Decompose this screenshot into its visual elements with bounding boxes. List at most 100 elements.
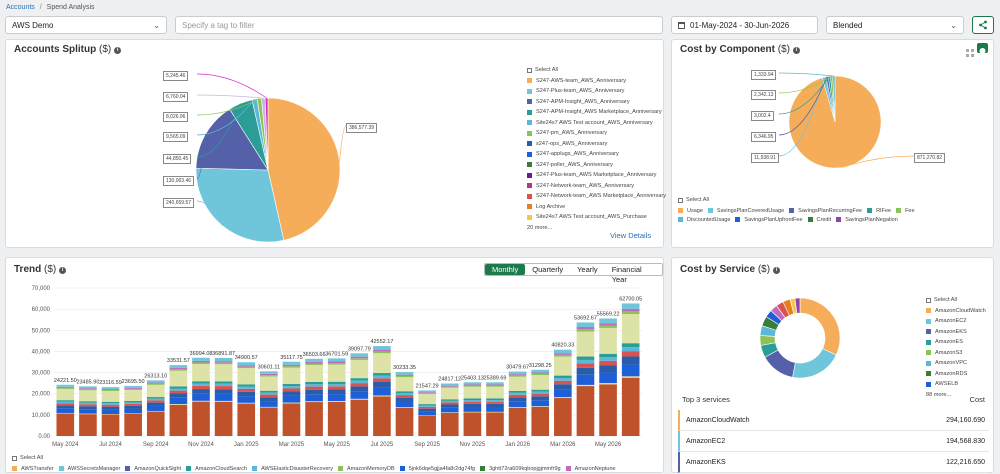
component-legend-item[interactable]: Credit (807, 215, 831, 224)
component-legend-item[interactable]: DiscountedUsage (678, 215, 730, 224)
bar[interactable] (260, 371, 278, 436)
donut-slice[interactable] (794, 297, 801, 314)
service-legend-item[interactable]: AmazonCloudWatch (926, 306, 986, 317)
bar[interactable] (237, 362, 256, 436)
bar[interactable] (56, 384, 75, 436)
account-legend-item[interactable]: S247-poller_AWS_Anniversary (527, 160, 666, 171)
top-service-row[interactable]: AmazonEKS 122,216.650 (678, 452, 989, 473)
legend-swatch (527, 183, 532, 189)
component-legend-item[interactable]: SavingsPlanNegation (836, 215, 898, 224)
component-legend-item[interactable]: SavingsPlanUpfrontFee (735, 215, 803, 224)
bar[interactable] (305, 358, 323, 436)
service-legend-item[interactable]: AmazonS3 (926, 348, 986, 359)
service-legend-item[interactable]: AmazonEC2 (926, 316, 986, 327)
view-details-link[interactable]: View Details (610, 231, 652, 240)
trend-legend-item[interactable]: AWSTransfer (12, 464, 54, 473)
component-legend-item[interactable]: SavingsPlanCoveredUsage (707, 206, 784, 215)
component-legend-item[interactable]: Fee (896, 206, 915, 215)
account-legend-item[interactable]: Site24x7 AWS Test account_AWS_Anniversar… (527, 118, 666, 129)
bar[interactable] (554, 349, 572, 436)
legend-more-link[interactable]: 20 more... (527, 224, 553, 231)
cost-type-select[interactable]: Blended ⌄ (826, 16, 964, 34)
chart-view-icon[interactable] (977, 43, 988, 54)
info-icon[interactable]: i (773, 267, 781, 274)
account-legend-item[interactable]: S247-APM-Insight_AWS_Anniversary (527, 97, 666, 108)
share-button[interactable] (972, 16, 994, 34)
bar[interactable] (599, 318, 617, 436)
service-legend-item[interactable]: AmazonVPC (926, 358, 986, 369)
component-legend-item[interactable]: Usage (678, 206, 703, 215)
date-range-picker[interactable]: 01-May-2024 - 30-Jun-2026 (671, 16, 818, 34)
service-legend-item[interactable]: AWSELB (926, 379, 986, 390)
legend-swatch (926, 318, 931, 324)
top-service-row[interactable]: AmazonEC2 194,568.830 (678, 431, 989, 452)
tab-financial-year[interactable]: Financial Year (611, 265, 642, 284)
top-service-row[interactable]: AmazonCloudWatch 294,160.690 (678, 410, 989, 431)
select-all-checkbox[interactable]: Select All (12, 453, 43, 464)
bar[interactable] (621, 303, 640, 436)
account-legend-item[interactable]: S247-Network-team_AWS_Anniversary (527, 181, 666, 192)
service-legend-item[interactable]: AmazonES (926, 337, 986, 348)
grid-view-icon[interactable] (966, 44, 974, 57)
account-legend-item[interactable]: Site24x7 AWS Test account_AWS_Purchase (527, 212, 666, 223)
bar[interactable] (463, 382, 482, 436)
bar[interactable] (350, 353, 369, 436)
trend-legend-item[interactable]: 3ghtt72ra609kqbopjgjmmfr9g (480, 464, 561, 473)
bar[interactable] (508, 371, 527, 436)
trend-legend-item[interactable]: AmazonMemoryDB (338, 464, 395, 473)
component-legend-item[interactable]: SavingsPlanRecurringFee (789, 206, 862, 215)
account-legend-item[interactable]: S247-Plus-team_AWS_Anniversary (527, 86, 666, 97)
info-icon[interactable]: i (793, 47, 801, 54)
trend-legend-item[interactable]: AmazonCloudSearch (186, 464, 247, 473)
bar[interactable] (146, 380, 165, 436)
trend-legend-item[interactable]: 5jnk6dqe5gjja4fa8r2dg74fg (399, 464, 475, 473)
account-select[interactable]: AWS Demo ⌄ (5, 16, 167, 34)
bar[interactable] (486, 382, 504, 436)
bar[interactable] (169, 365, 188, 436)
account-legend-item[interactable]: S247-Plus-team_AWS Marketplace_Anniversa… (527, 170, 666, 181)
service-legend-item[interactable]: AmazonEKS (926, 327, 986, 338)
tag-filter-input[interactable]: Specify a tag to filter (175, 16, 663, 34)
donut-slice[interactable] (792, 348, 837, 379)
bar[interactable] (373, 346, 391, 436)
bar[interactable] (101, 387, 120, 436)
account-legend-item[interactable]: S247-Network-team_AWS Marketplace_Annive… (527, 191, 666, 202)
trend-legend-item[interactable]: AmazonNeptune (565, 464, 616, 473)
pie-slice[interactable] (264, 97, 269, 171)
trend-legend-item[interactable]: AmazonQuickSight (125, 464, 181, 473)
donut-slice[interactable] (799, 297, 841, 356)
select-all-checkbox[interactable]: Select All (527, 65, 666, 76)
legend-more-link[interactable]: 88 more... (926, 391, 952, 398)
bar[interactable] (327, 358, 346, 436)
bar[interactable] (418, 390, 436, 436)
bar[interactable] (282, 361, 301, 436)
account-legend-item[interactable]: S247-AWS-team_AWS_Anniversary (527, 76, 666, 87)
bar[interactable] (395, 372, 414, 436)
select-all-checkbox[interactable]: Select All (678, 195, 709, 206)
service-legend-item[interactable]: AmazonRDS (926, 369, 986, 380)
account-legend-item[interactable]: S247-pm_AWS_Anniversary (527, 128, 666, 139)
tab-monthly[interactable]: Monthly (485, 264, 526, 275)
bar[interactable] (576, 322, 595, 436)
account-legend-item[interactable]: Log Archive (527, 202, 666, 213)
breadcrumb-accounts-link[interactable]: Accounts (6, 4, 35, 11)
bar[interactable] (124, 385, 142, 436)
info-icon[interactable]: i (59, 267, 67, 274)
bar[interactable] (531, 369, 550, 436)
x-tick-label: Jan 2026 (505, 442, 530, 448)
account-legend-item[interactable]: s247-ops_AWS_Anniversary (527, 139, 666, 150)
callout-line (778, 75, 832, 94)
component-legend-item[interactable]: RIFee (867, 206, 891, 215)
bar[interactable] (79, 386, 97, 436)
account-legend-item[interactable]: S247-applugs_AWS_Anniversary (527, 149, 666, 160)
select-all-checkbox[interactable]: Select All (926, 295, 986, 306)
bar[interactable] (192, 357, 210, 436)
trend-legend-item[interactable]: AWSElasticDisasterRecovery (252, 464, 333, 473)
bar[interactable] (440, 383, 459, 436)
trend-legend-item[interactable]: AWSSecretsManager (58, 464, 120, 473)
info-icon[interactable]: i (114, 47, 122, 54)
tab-quarterly[interactable]: Quarterly (532, 265, 564, 274)
bar[interactable] (214, 358, 233, 436)
tab-yearly[interactable]: Yearly (577, 265, 598, 274)
account-legend-item[interactable]: S247-APM-Insight_AWS Marketplace_Anniver… (527, 107, 666, 118)
